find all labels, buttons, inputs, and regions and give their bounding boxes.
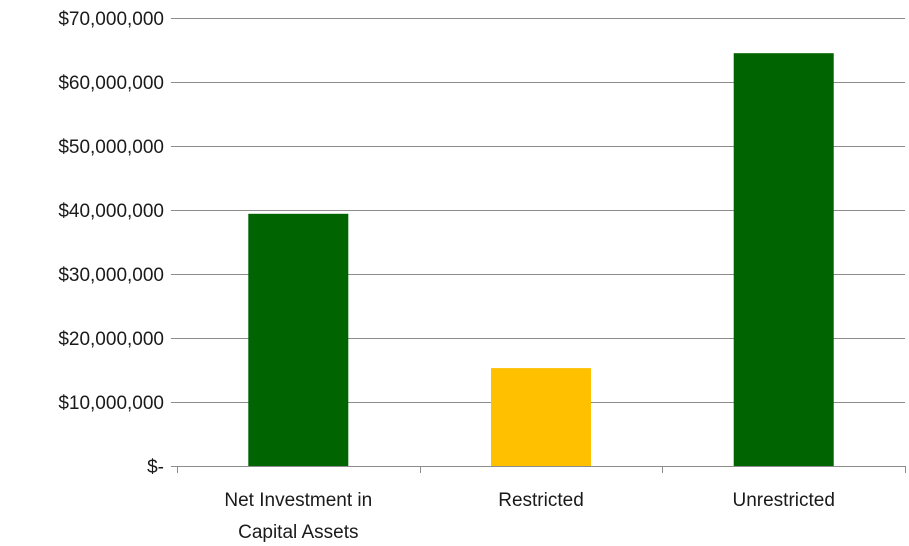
x-category-label-line: Unrestricted bbox=[732, 490, 834, 511]
y-tick-label: $70,000,000 bbox=[58, 9, 164, 30]
bars bbox=[248, 53, 833, 466]
bar bbox=[734, 53, 834, 466]
x-category-label-line: Restricted bbox=[498, 490, 584, 511]
x-category-label: Restricted bbox=[498, 490, 584, 511]
y-tick-label: $30,000,000 bbox=[58, 265, 164, 286]
x-axis-category-labels: Net Investment in Capital Assets Restricte… bbox=[224, 490, 835, 543]
y-tick-label: $40,000,000 bbox=[58, 201, 164, 222]
x-category-label: Unrestricted bbox=[732, 490, 834, 511]
bar bbox=[491, 368, 591, 466]
bar bbox=[248, 214, 348, 466]
y-tick-label: $20,000,000 bbox=[58, 329, 164, 350]
x-axis bbox=[177, 466, 906, 473]
y-tick-label: $50,000,000 bbox=[58, 137, 164, 158]
x-category-label-line: Net Investment in bbox=[224, 490, 372, 511]
y-tick-label: $60,000,000 bbox=[58, 73, 164, 94]
x-category-label-line: Capital Assets bbox=[238, 522, 358, 543]
y-tick-label: $- bbox=[147, 457, 164, 478]
y-axis-tick-labels: $- $10,000,000 $20,000,000 $30,000,000 $40,0… bbox=[58, 9, 164, 478]
x-category-label: Net Investment in Capital Assets bbox=[224, 490, 372, 543]
y-tick-label: $10,000,000 bbox=[58, 393, 164, 414]
